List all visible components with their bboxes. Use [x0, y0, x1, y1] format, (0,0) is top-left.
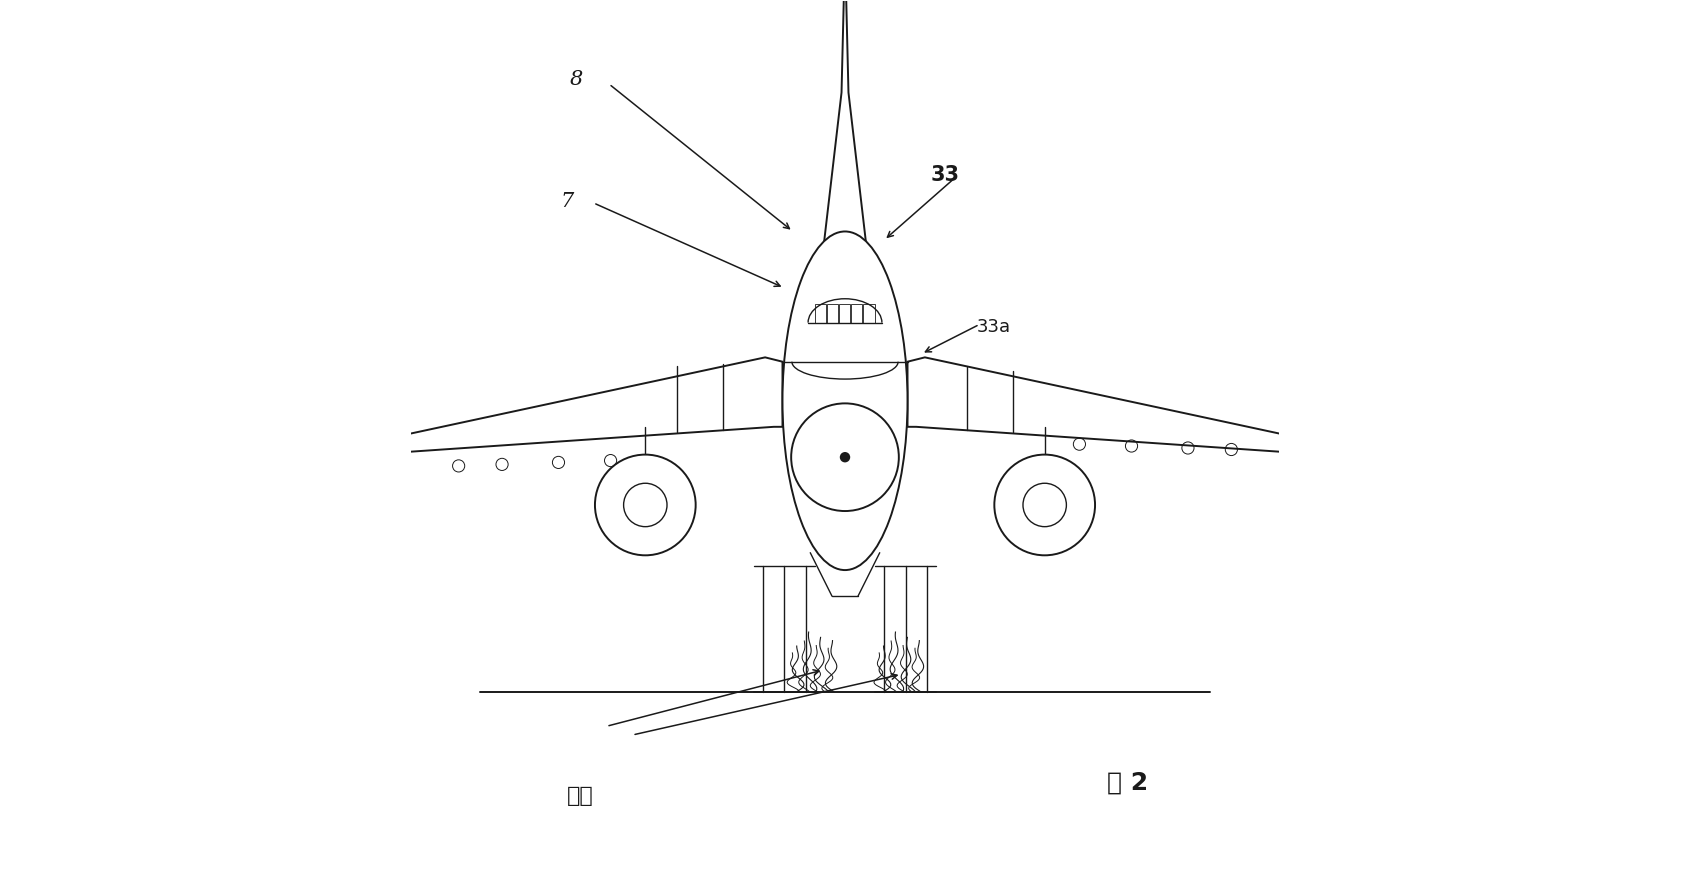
Text: 火焰: 火焰 [566, 786, 593, 806]
Polygon shape [394, 357, 782, 453]
Text: 7: 7 [561, 192, 574, 211]
Circle shape [839, 452, 850, 463]
Circle shape [595, 455, 696, 556]
Circle shape [993, 455, 1094, 556]
Polygon shape [907, 357, 1295, 453]
Circle shape [790, 403, 899, 511]
Text: 33a: 33a [976, 318, 1010, 336]
Polygon shape [823, 0, 866, 249]
Ellipse shape [782, 232, 907, 571]
Text: 图 2: 图 2 [1106, 771, 1147, 795]
Text: 33: 33 [931, 165, 959, 185]
Text: 8: 8 [569, 70, 583, 89]
